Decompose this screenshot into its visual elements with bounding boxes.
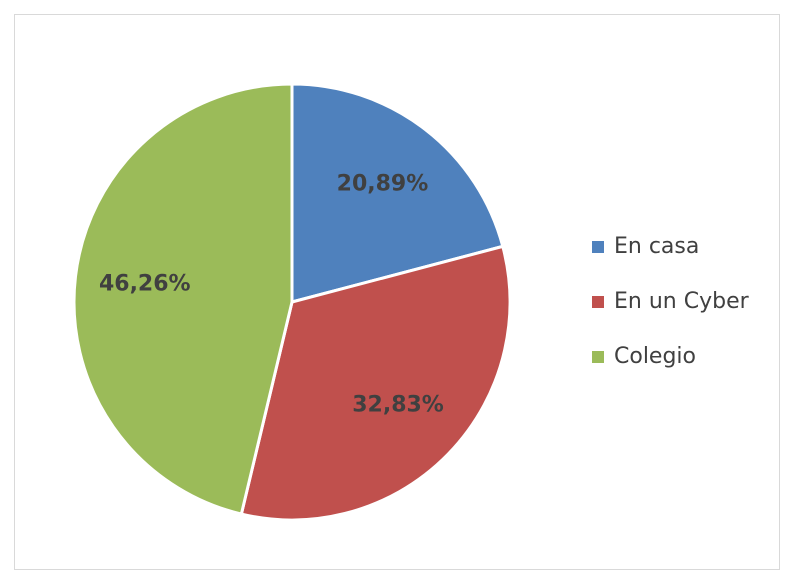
pie-slice — [239, 244, 512, 522]
legend-swatch — [592, 241, 604, 253]
data-label: 20,89% — [337, 172, 429, 197]
data-label: 32,83% — [352, 393, 444, 418]
legend-label: En un Cyber — [614, 289, 750, 314]
legend-swatch — [592, 351, 604, 363]
legend-label: Colegio — [614, 344, 696, 369]
data-label: 46,26% — [99, 272, 191, 297]
pie-slice — [290, 82, 505, 304]
legend-label: En casa — [614, 234, 699, 259]
pie-slice — [72, 82, 294, 516]
legend-swatch — [592, 296, 604, 308]
